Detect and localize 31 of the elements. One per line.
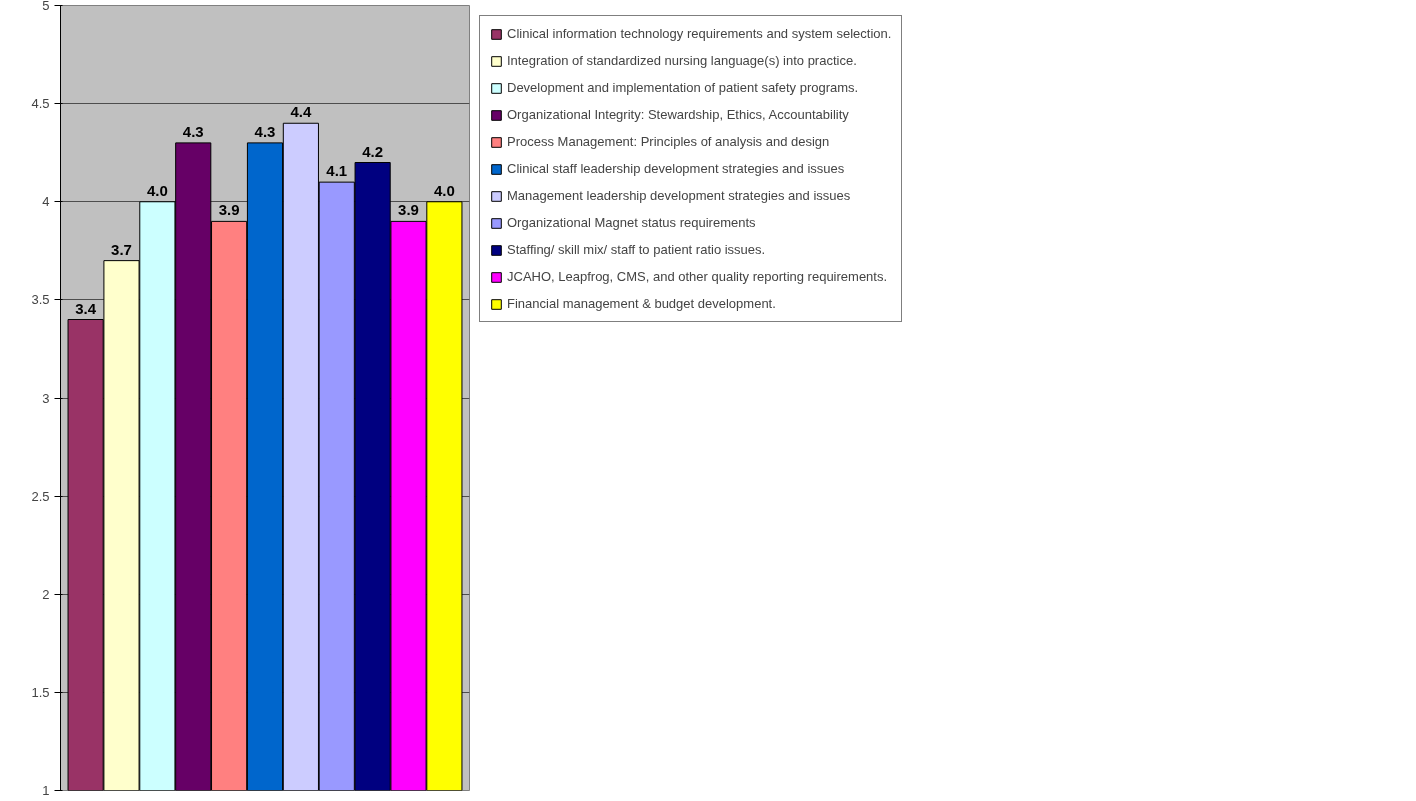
y-tick-label: 1.5 bbox=[31, 684, 50, 700]
data-label: 4.4 bbox=[290, 103, 312, 121]
data-label: 3.7 bbox=[111, 240, 132, 258]
data-label: 4.1 bbox=[326, 162, 348, 180]
data-label: 4.0 bbox=[433, 181, 455, 199]
y-tick-label: 5 bbox=[42, 0, 50, 13]
legend-label: Clinical staff leadership development strategies and issues bbox=[507, 161, 845, 176]
legend-label: Integration of standardized nursing language(s) into practice. bbox=[507, 53, 857, 68]
legend-label: Development and implementation of patient safety programs. bbox=[507, 80, 859, 95]
legend-label: Clinical information technology requirements and system selection. bbox=[507, 26, 892, 41]
data-label: 4.2 bbox=[362, 142, 384, 160]
y-tick-label: 2.5 bbox=[31, 488, 50, 504]
y-tick-label: 3 bbox=[42, 390, 50, 406]
legend-label: Organizational Integrity: Stewardship, Ethics, Accountability bbox=[507, 107, 849, 122]
data-label: 4.3 bbox=[254, 122, 276, 140]
y-tick-label: 4.5 bbox=[31, 96, 50, 112]
legend-label: JCAHO, Leapfrog, CMS, and other quality reporting requirements. bbox=[507, 269, 888, 284]
legend-label: Organizational Magnet status requirements bbox=[507, 215, 756, 230]
data-label: 3.9 bbox=[218, 201, 240, 219]
y-tick-label: 2 bbox=[42, 586, 50, 602]
legend-label: Process Management: Principles of analysis and design bbox=[507, 134, 830, 149]
legend-label: Financial management & budget development. bbox=[507, 296, 776, 311]
y-tick-label: 4 bbox=[42, 194, 50, 210]
legend-label: Management leadership development strategies and issues bbox=[507, 188, 851, 203]
y-tick-label: 1 bbox=[42, 783, 50, 798]
data-label: 4.0 bbox=[146, 181, 168, 199]
y-tick-label: 3.5 bbox=[31, 292, 50, 308]
data-label: 4.3 bbox=[182, 122, 204, 140]
data-label: 3.4 bbox=[75, 299, 97, 317]
data-label: 3.9 bbox=[398, 201, 419, 219]
legend-label: Staffing/ skill mix/ staff to patient ratio issues. bbox=[507, 242, 766, 257]
